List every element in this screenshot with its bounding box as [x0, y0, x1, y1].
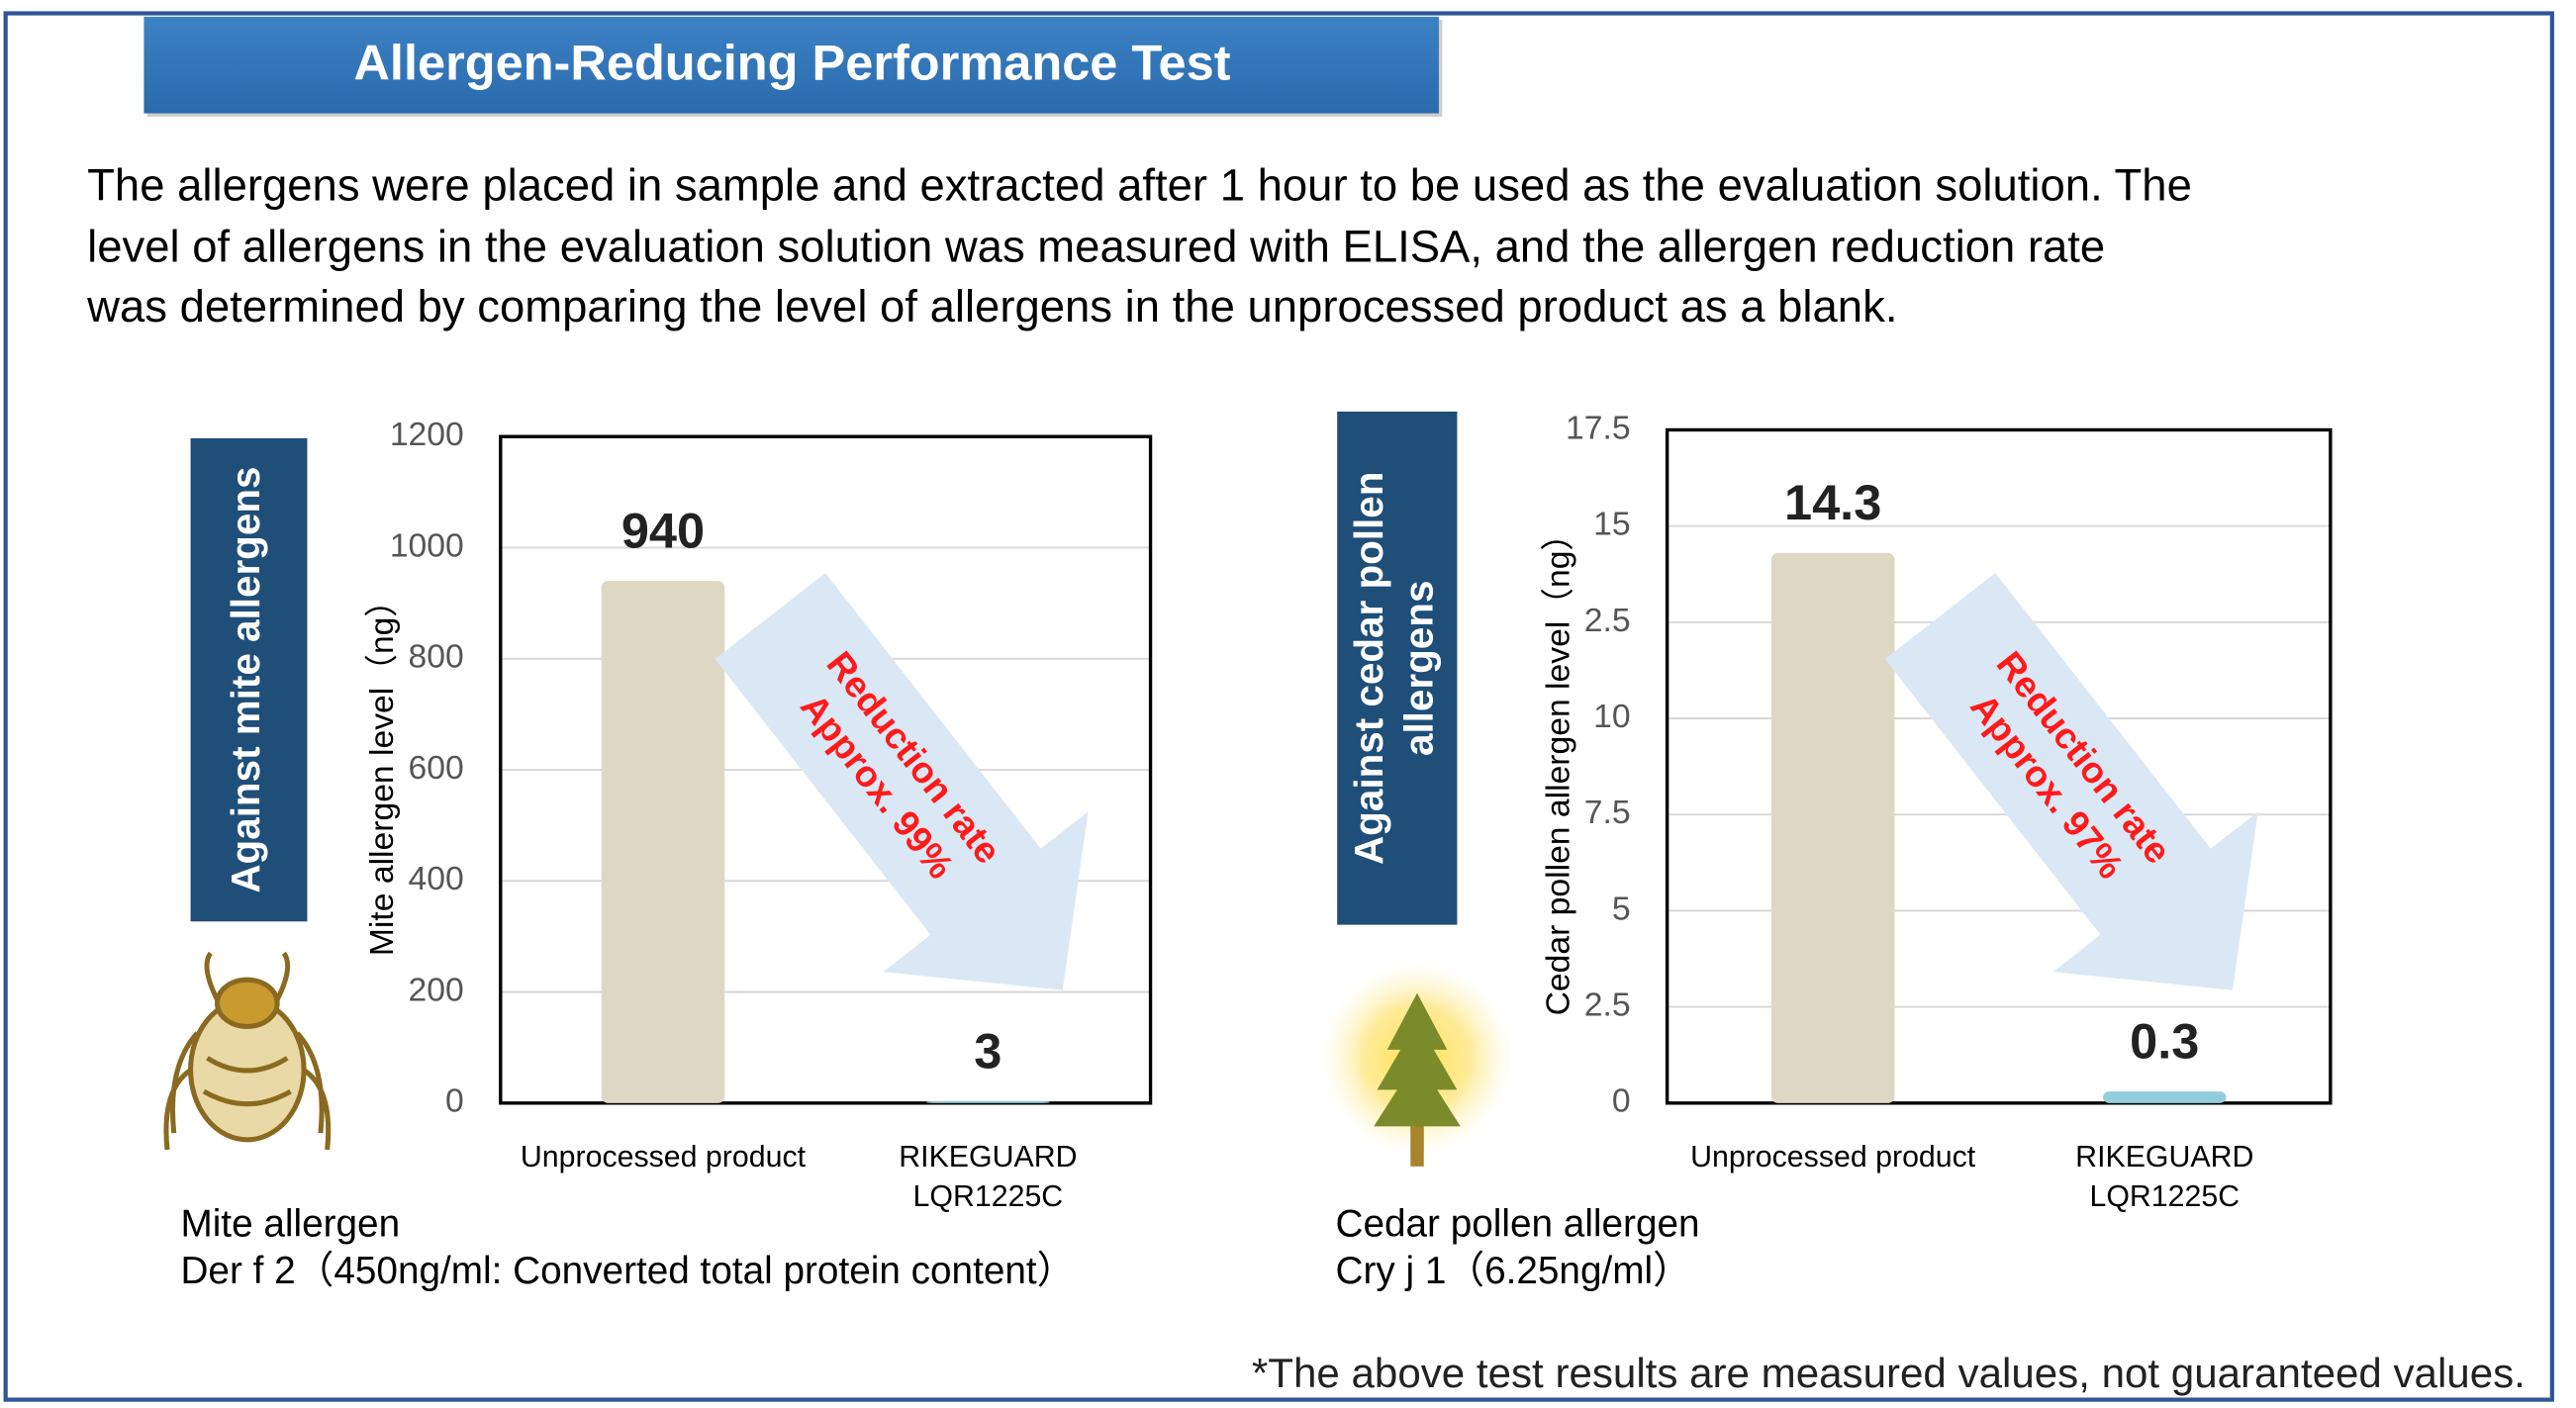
side-label-box	[1337, 411, 1458, 925]
x-tick-label: Unprocessed product	[1690, 1139, 1976, 1173]
value-label: 14.3	[1784, 474, 1881, 530]
bar	[601, 581, 725, 1103]
caption: Der f 2（450ng/ml: Converted total protei…	[180, 1250, 1075, 1292]
plot-frame	[1665, 427, 2333, 1105]
arrow-shape	[1884, 573, 2258, 990]
side-label-box	[190, 437, 308, 922]
value-label: 0.3	[2130, 1012, 2199, 1069]
bar	[2102, 1091, 2227, 1103]
arrow-shape	[715, 573, 1089, 990]
side-label: Against mite allergens	[223, 467, 268, 893]
y-tick-label: 10	[1593, 699, 1630, 735]
frame	[3, 11, 2554, 1402]
side-label: allergens	[1396, 581, 1442, 756]
tree-icon	[1320, 961, 1514, 1167]
description: The allergens were placed in sample and …	[87, 159, 2192, 210]
x-tick-label-box: RIKEGUARD LQR1225C	[899, 1139, 1078, 1213]
x-tick-label-box: Unprocessed product	[520, 1139, 807, 1173]
side-label: Against cedar pollen	[1346, 472, 1391, 865]
x-tick-label: RIKEGUARD LQR1225C	[899, 1139, 1078, 1213]
caption: Cedar pollen allergen	[1335, 1203, 1699, 1246]
y-tick-label: 0	[1612, 1083, 1631, 1120]
x-tick-label-box: RIKEGUARD LQR1225C	[2075, 1139, 2254, 1213]
bar	[1770, 552, 1895, 1103]
y-axis-label: Cedar pollen allergen level（ng）	[1540, 517, 1577, 1016]
x-tick-label-box: Unprocessed product	[1690, 1139, 1976, 1173]
y-axis-label: Mite allergen level（ng）	[363, 584, 401, 956]
description: was determined by comparing the level of…	[86, 281, 1897, 331]
x-tick-label: RIKEGUARD LQR1225C	[2075, 1139, 2254, 1213]
y-tick-label: 400	[409, 861, 464, 897]
y-tick-label: 2.5	[1584, 987, 1631, 1024]
y-tick-label: 1200	[390, 417, 464, 453]
value-label: 3	[974, 1022, 1002, 1079]
y-tick-label: 5	[1612, 891, 1631, 927]
bar	[926, 1101, 1050, 1103]
y-tick-label: 0	[445, 1083, 464, 1120]
caption: Cry j 1（6.25ng/ml）	[1335, 1250, 1690, 1292]
mite-icon	[163, 951, 332, 1151]
y-tick-label: 7.5	[1584, 795, 1631, 831]
y-tick-label: 800	[409, 639, 464, 676]
y-tick-label: 200	[409, 972, 464, 1008]
y-tick-label: 600	[409, 750, 464, 787]
y-tick-label: 15	[1593, 507, 1630, 543]
x-tick-label: Unprocessed product	[520, 1139, 807, 1173]
value-label: 940	[621, 502, 705, 558]
header-box	[143, 16, 1439, 114]
y-tick-label: 2.5	[1584, 603, 1631, 639]
y-tick-label: 1000	[390, 527, 464, 564]
description: level of allergens in the evaluation sol…	[87, 222, 2105, 272]
caption: Mite allergen	[180, 1203, 400, 1246]
plot-frame	[499, 434, 1153, 1105]
header: Allergen-Reducing Performance Test	[353, 35, 1230, 91]
footnote: *The above test results are measured val…	[1252, 1350, 2526, 1396]
y-tick-label: 17.5	[1566, 410, 1631, 446]
